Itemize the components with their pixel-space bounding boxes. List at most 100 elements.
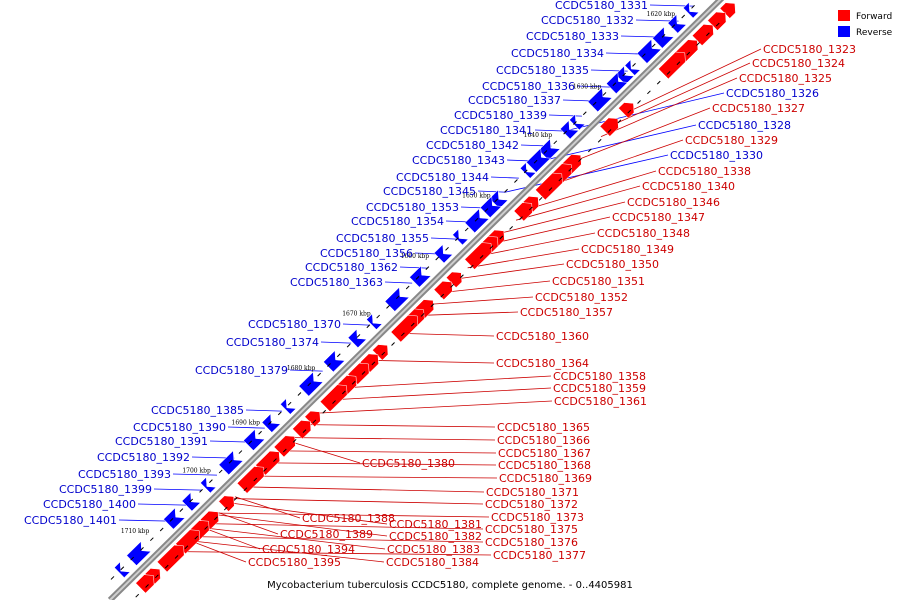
reverse-gene-feature	[280, 398, 297, 415]
scale-dash	[573, 121, 577, 125]
legend-reverse-label: Reverse	[856, 28, 893, 38]
gene-label: CCDC5180_1361	[554, 395, 647, 408]
leader-line	[207, 523, 484, 530]
gene-label: CCDC5180_1385	[151, 404, 244, 417]
scale-dash	[445, 246, 449, 251]
scale-tick-label: 1680 kbp	[287, 365, 316, 372]
gene-label: CCDC5180_1331	[555, 0, 648, 12]
scale-dash	[578, 158, 582, 162]
gene-label: CCDC5180_1343	[412, 154, 505, 167]
scale-dash	[248, 440, 253, 445]
scale-dash	[268, 421, 272, 425]
scale-tick-label: 1650 kbp	[462, 192, 491, 199]
reverse-gene-feature	[218, 450, 244, 476]
gene-label: CCDC5180_1341	[440, 124, 533, 137]
scale-dash	[395, 295, 400, 300]
forward-gene-feature	[433, 281, 453, 301]
leader-line	[218, 512, 490, 518]
forward-gene-feature	[319, 384, 348, 412]
scale-dash	[558, 177, 563, 182]
leader-line	[118, 519, 171, 522]
forward-gene-feature	[719, 2, 736, 19]
leader-line	[400, 332, 495, 337]
leader-line	[419, 311, 519, 316]
scale-dash	[120, 566, 125, 571]
scale-dash	[533, 159, 538, 164]
leader-line	[216, 514, 388, 537]
scale-dash	[297, 392, 302, 396]
reverse-gene-feature	[347, 328, 368, 349]
scale-dash	[228, 459, 233, 464]
genome-backbone	[107, 0, 725, 600]
forward-gene-feature	[535, 172, 563, 201]
scale-dash	[366, 324, 371, 329]
leader-line	[218, 512, 279, 535]
scale-dash	[632, 63, 636, 67]
scale-dash	[484, 208, 489, 212]
scale-dash	[361, 371, 366, 375]
scale-dash	[376, 314, 381, 319]
scale-dash	[548, 187, 553, 191]
reverse-gene-feature	[261, 413, 281, 433]
forward-gene-feature	[273, 435, 296, 458]
gene-label: CCDC5180_1366	[497, 434, 590, 447]
scale-dash	[381, 351, 386, 356]
leader-line	[281, 450, 497, 454]
reverse-gene-feature	[114, 561, 131, 578]
scale-dash	[194, 535, 199, 540]
leader-line	[203, 527, 261, 550]
gene-label: CCDC5180_1326	[726, 87, 819, 100]
leader-line	[527, 170, 657, 210]
leader-line	[467, 248, 580, 269]
leader-line	[548, 114, 582, 117]
leader-line	[227, 426, 265, 429]
scale-dash	[612, 82, 617, 87]
gene-label: CCDC5180_1400	[43, 498, 136, 511]
reverse-gene-feature	[464, 208, 490, 234]
scale-dash	[415, 275, 420, 280]
scale-dash	[110, 576, 115, 580]
leader-line	[600, 77, 738, 138]
scale-dash	[238, 450, 243, 454]
scale-dash	[661, 33, 666, 38]
scale-tick-label: 1670 kbp	[342, 310, 371, 317]
scale-dash	[223, 506, 228, 511]
leader-line	[295, 437, 496, 441]
scale-dash	[706, 32, 710, 37]
scale-dash	[287, 401, 292, 406]
reverse-gene-feature	[298, 371, 324, 397]
reverse-gene-feature	[559, 119, 580, 140]
reverse-gene-feature	[667, 14, 687, 34]
reverse-gene-feature	[323, 350, 346, 373]
scale-dash	[149, 537, 154, 542]
gene-label: CCDC5180_1327	[712, 102, 805, 115]
reverse-gene-feature	[163, 507, 186, 530]
scale-dash	[519, 216, 523, 221]
leader-line	[477, 190, 505, 193]
scale-dash	[563, 130, 567, 135]
scale-dash	[135, 593, 140, 598]
gene-label: CCDC5180_1371	[486, 486, 579, 499]
scale-dash	[440, 293, 445, 298]
scale-dash	[504, 188, 508, 193]
gene-label: CCDC5180_1392	[97, 451, 190, 464]
gene-label: CCDC5180_1376	[485, 536, 578, 549]
reverse-gene-feature	[652, 26, 675, 49]
leader-line	[320, 341, 352, 344]
scale-dash	[214, 516, 218, 521]
scale-dash	[622, 72, 627, 77]
gene-label: CCDC5180_1370	[248, 318, 341, 331]
gene-label: CCDC5180_1330	[670, 149, 763, 162]
leader-line	[551, 139, 684, 186]
gene-label: CCDC5180_1374	[226, 336, 319, 349]
scale-dash	[282, 448, 287, 453]
reverse-gene-feature	[452, 228, 469, 246]
map-caption: Mycobacterium tuberculosis CCDC5180, com…	[267, 580, 633, 591]
leader-line	[442, 280, 551, 293]
scale-dash	[641, 53, 646, 58]
leader-line	[373, 359, 495, 364]
scale-dash	[528, 206, 533, 211]
leader-line	[194, 536, 484, 543]
leader-line	[492, 216, 611, 245]
